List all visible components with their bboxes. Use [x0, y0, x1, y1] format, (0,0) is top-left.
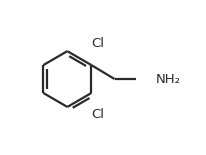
Text: NH₂: NH₂ [156, 73, 181, 86]
Text: Cl: Cl [91, 108, 104, 121]
Text: Cl: Cl [91, 37, 104, 50]
